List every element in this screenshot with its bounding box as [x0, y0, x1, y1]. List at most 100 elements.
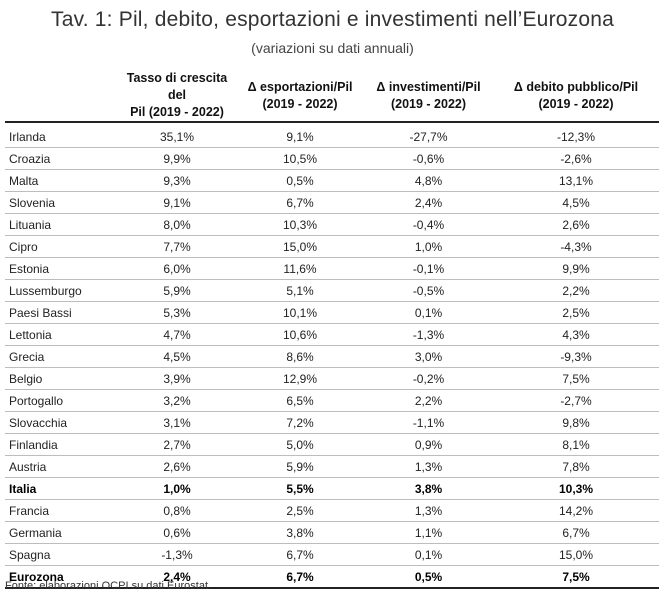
gdp-growth-cell: 6,0%: [118, 257, 236, 280]
gdp-growth-cell: -1,3%: [118, 543, 236, 566]
table-row: Germania 0,6% 3,8% 1,1% 6,7%: [5, 521, 659, 544]
investments-cell: -27,7%: [364, 122, 493, 148]
public-debt-cell: 7,8%: [493, 455, 659, 478]
gdp-growth-cell: 7,7%: [118, 235, 236, 258]
public-debt-cell: 2,5%: [493, 301, 659, 324]
investments-cell: -0,6%: [364, 147, 493, 170]
public-debt-cell: 8,1%: [493, 433, 659, 456]
country-cell: Malta: [5, 169, 118, 192]
exports-cell: 6,7%: [236, 543, 364, 566]
gdp-growth-cell: 2,4%: [118, 565, 236, 589]
header-row: Tasso di crescita del Pil (2019 - 2022) …: [5, 70, 659, 123]
exports-cell: 6,7%: [236, 191, 364, 214]
public-debt-cell: 7,5%: [493, 565, 659, 589]
exports-cell: 5,9%: [236, 455, 364, 478]
country-cell: Austria: [5, 455, 118, 478]
country-cell: Slovacchia: [5, 411, 118, 434]
gdp-growth-cell: 9,9%: [118, 147, 236, 170]
investments-cell: -0,1%: [364, 257, 493, 280]
public-debt-cell: 15,0%: [493, 543, 659, 566]
country-cell: Estonia: [5, 257, 118, 280]
investments-cell: 3,8%: [364, 477, 493, 500]
exports-cell: 12,9%: [236, 367, 364, 390]
data-table: Tasso di crescita del Pil (2019 - 2022) …: [5, 70, 659, 589]
exports-cell: 10,1%: [236, 301, 364, 324]
gdp-growth-cell: 3,9%: [118, 367, 236, 390]
table-row: Spagna -1,3% 6,7% 0,1% 15,0%: [5, 543, 659, 566]
public-debt-cell: 9,9%: [493, 257, 659, 280]
header-gdp-line2: Pil (2019 - 2022): [130, 105, 224, 119]
country-cell: Cipro: [5, 235, 118, 258]
table-title: Tav. 1: Pil, debito, esportazioni e inve…: [51, 8, 614, 31]
investments-cell: 4,8%: [364, 169, 493, 192]
header-investments: Δ investimenti/Pil (2019 - 2022): [364, 70, 493, 123]
header-gdp-growth: Tasso di crescita del Pil (2019 - 2022): [118, 70, 236, 123]
investments-cell: -0,5%: [364, 279, 493, 302]
country-cell: Germania: [5, 521, 118, 544]
header-debt-line2: (2019 - 2022): [538, 96, 614, 111]
country-cell: Italia: [5, 477, 118, 500]
table-row: Croazia 9,9% 10,5% -0,6% -2,6%: [5, 147, 659, 170]
header-exports-line1: Δ esportazioni/Pil: [247, 79, 353, 94]
gdp-growth-cell: 9,1%: [118, 191, 236, 214]
gdp-growth-cell: 9,3%: [118, 169, 236, 192]
public-debt-cell: 2,2%: [493, 279, 659, 302]
investments-cell: 0,5%: [364, 565, 493, 589]
exports-cell: 9,1%: [236, 122, 364, 148]
country-cell: Paesi Bassi: [5, 301, 118, 324]
country-cell: Francia: [5, 499, 118, 522]
investments-cell: 0,1%: [364, 543, 493, 566]
investments-cell: 0,1%: [364, 301, 493, 324]
gdp-growth-cell: 1,0%: [118, 477, 236, 500]
public-debt-cell: 4,5%: [493, 191, 659, 214]
table-row: Eurozona 2,4% 6,7% 0,5% 7,5%: [5, 565, 659, 589]
exports-cell: 5,1%: [236, 279, 364, 302]
table-row: Finlandia 2,7% 5,0% 0,9% 8,1%: [5, 433, 659, 456]
table-row: Francia 0,8% 2,5% 1,3% 14,2%: [5, 499, 659, 522]
public-debt-cell: -12,3%: [493, 122, 659, 148]
source-note: Fonte: elaborazioni OCPI su dati Eurosta…: [5, 580, 212, 592]
exports-cell: 3,8%: [236, 521, 364, 544]
table-row: Lussemburgo 5,9% 5,1% -0,5% 2,2%: [5, 279, 659, 302]
exports-cell: 0,5%: [236, 169, 364, 192]
header-gdp-line1: Tasso di crescita del: [126, 71, 228, 102]
country-cell: Belgio: [5, 367, 118, 390]
exports-cell: 11,6%: [236, 257, 364, 280]
table-body: Irlanda 35,1% 9,1% -27,7% -12,3% Croazia 9,9% 1…: [5, 122, 659, 589]
public-debt-cell: 14,2%: [493, 499, 659, 522]
investments-cell: 1,3%: [364, 499, 493, 522]
exports-cell: 10,6%: [236, 323, 364, 346]
gdp-growth-cell: 2,6%: [118, 455, 236, 478]
header-investments-line1: Δ investimenti/Pil: [376, 79, 481, 94]
gdp-growth-cell: 5,3%: [118, 301, 236, 324]
header-exports-line2: (2019 - 2022): [262, 96, 338, 111]
country-cell: Grecia: [5, 345, 118, 368]
gdp-growth-cell: 3,2%: [118, 389, 236, 412]
investments-cell: -0,4%: [364, 213, 493, 236]
table-subtitle: (variazioni su dati annuali): [251, 40, 414, 56]
gdp-growth-cell: 2,7%: [118, 433, 236, 456]
table-row: Grecia 4,5% 8,6% 3,0% -9,3%: [5, 345, 659, 368]
gdp-growth-cell: 4,5%: [118, 345, 236, 368]
investments-cell: -1,3%: [364, 323, 493, 346]
country-cell: Lituania: [5, 213, 118, 236]
gdp-growth-cell: 8,0%: [118, 213, 236, 236]
public-debt-cell: 10,3%: [493, 477, 659, 500]
table-row: Paesi Bassi 5,3% 10,1% 0,1% 2,5%: [5, 301, 659, 324]
table-row: Estonia 6,0% 11,6% -0,1% 9,9%: [5, 257, 659, 280]
investments-cell: -0,2%: [364, 367, 493, 390]
exports-cell: 5,5%: [236, 477, 364, 500]
country-cell: Portogallo: [5, 389, 118, 412]
country-cell: Slovenia: [5, 191, 118, 214]
investments-cell: 3,0%: [364, 345, 493, 368]
exports-cell: 7,2%: [236, 411, 364, 434]
country-cell: Finlandia: [5, 433, 118, 456]
table-row: Austria 2,6% 5,9% 1,3% 7,8%: [5, 455, 659, 478]
investments-cell: -1,1%: [364, 411, 493, 434]
gdp-growth-cell: 0,6%: [118, 521, 236, 544]
gdp-growth-cell: 0,8%: [118, 499, 236, 522]
table-row: Belgio 3,9% 12,9% -0,2% 7,5%: [5, 367, 659, 390]
investments-cell: 1,3%: [364, 455, 493, 478]
header-country: [5, 70, 118, 123]
